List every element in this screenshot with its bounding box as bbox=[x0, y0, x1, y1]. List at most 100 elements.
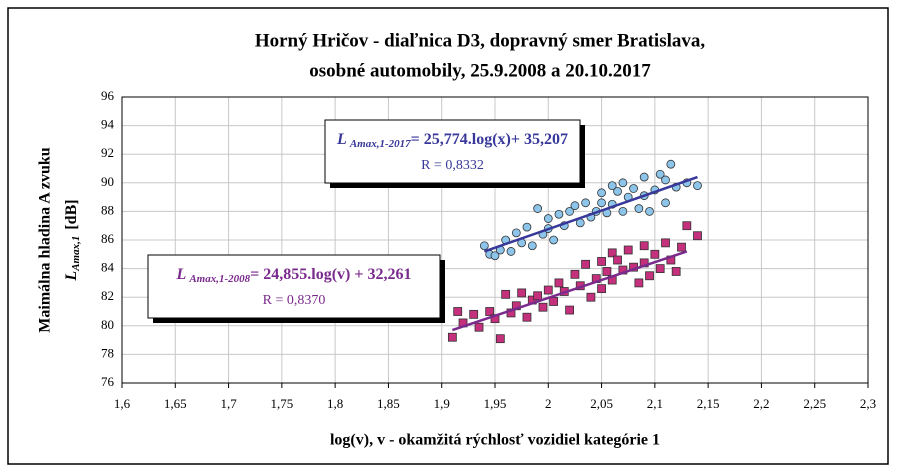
point bbox=[469, 309, 479, 319]
point bbox=[474, 322, 484, 332]
point bbox=[549, 235, 559, 245]
point bbox=[495, 334, 505, 344]
point bbox=[645, 271, 654, 281]
annotation-equation: L Amax,1-2008= 24,855.log(v) + 32,261 bbox=[176, 266, 412, 285]
point bbox=[581, 198, 590, 208]
point bbox=[522, 222, 532, 232]
x-tick-label: 2,1 bbox=[647, 396, 663, 411]
point bbox=[655, 169, 665, 179]
x-tick-label: 1,85 bbox=[377, 396, 400, 411]
point bbox=[607, 248, 617, 258]
point bbox=[517, 288, 527, 298]
annotation-equation: L Amax,1-2017= 25,774.log(x)+ 35,207 bbox=[336, 131, 568, 150]
y-tick-label: 76 bbox=[101, 374, 115, 389]
y-tick-label: 88 bbox=[101, 202, 114, 217]
x-tick-label: 1,75 bbox=[270, 396, 293, 411]
y-subscript: Amax,1 bbox=[70, 236, 82, 272]
point bbox=[581, 259, 590, 269]
point bbox=[655, 264, 665, 274]
x-tick-label: 2,25 bbox=[803, 396, 826, 411]
y-symbol: L bbox=[63, 271, 80, 282]
point bbox=[693, 181, 702, 191]
point bbox=[501, 289, 511, 299]
y-tick-label: 80 bbox=[101, 317, 114, 332]
point bbox=[645, 206, 654, 216]
plot-border bbox=[121, 96, 869, 384]
point bbox=[538, 302, 548, 312]
eq-symbol: L bbox=[336, 131, 347, 148]
point bbox=[554, 278, 564, 288]
y-tick-label: 84 bbox=[101, 260, 115, 275]
y-axis-label: Maimálna hladina A zvuku bbox=[37, 147, 54, 332]
point bbox=[511, 228, 521, 238]
y-unit: [dB] bbox=[63, 199, 80, 229]
y-axis-unit: LAmax,1 [dB] bbox=[63, 199, 82, 281]
point bbox=[682, 221, 692, 231]
eq-symbol: L bbox=[176, 266, 187, 283]
point bbox=[570, 201, 580, 211]
point bbox=[485, 307, 495, 316]
point bbox=[618, 206, 628, 216]
annotation-box bbox=[147, 254, 441, 319]
x-tick-label: 1,6 bbox=[114, 396, 131, 411]
x-tick-label: 1,7 bbox=[220, 396, 237, 411]
y-tick-label: 86 bbox=[101, 231, 115, 246]
chart-title: Horný Hričov - diaľnica D3, dopravný sme… bbox=[255, 30, 706, 51]
y-tick-label: 90 bbox=[101, 174, 114, 189]
x-tick-label: 1,95 bbox=[484, 396, 507, 411]
x-tick-label: 2,05 bbox=[590, 396, 613, 411]
point bbox=[506, 247, 516, 256]
point bbox=[639, 172, 649, 182]
x-tick-label: 2,3 bbox=[860, 396, 876, 411]
x-tick-label: 1,65 bbox=[164, 396, 187, 411]
eq-subscript: Amax,1-2008 bbox=[188, 273, 250, 285]
point bbox=[661, 198, 670, 208]
point bbox=[522, 312, 532, 322]
point bbox=[666, 159, 676, 169]
point bbox=[554, 209, 564, 219]
annotation-r: R = 0,8370 bbox=[263, 293, 326, 308]
point bbox=[661, 175, 670, 185]
point bbox=[543, 214, 553, 223]
point bbox=[677, 242, 686, 252]
x-tick-label: 2,2 bbox=[753, 396, 769, 411]
point bbox=[479, 241, 489, 251]
x-tick-label: 1,8 bbox=[327, 396, 343, 411]
point bbox=[565, 305, 574, 315]
point bbox=[613, 255, 622, 265]
point bbox=[650, 249, 660, 259]
point bbox=[565, 206, 574, 216]
point bbox=[607, 181, 617, 191]
point bbox=[533, 291, 543, 301]
eq-text: = 24,855.log(v) + 32,261 bbox=[250, 266, 411, 283]
eq-subscript: Amax,1-2017 bbox=[349, 138, 411, 150]
trendline bbox=[451, 250, 688, 332]
eq-text: = 25,774.log(x)+ 35,207 bbox=[411, 131, 568, 148]
x-axis-label: log(v), v - okamžitá rýchlosť vozidiel k… bbox=[330, 432, 660, 449]
point bbox=[671, 267, 681, 276]
point bbox=[618, 178, 628, 188]
point bbox=[661, 238, 670, 248]
point bbox=[629, 184, 638, 193]
y-tick-label: 78 bbox=[101, 345, 114, 360]
annotation-r: R = 0,8332 bbox=[421, 158, 484, 173]
point bbox=[549, 297, 559, 306]
point bbox=[634, 204, 644, 213]
point bbox=[527, 241, 537, 251]
chart-title: osobné automobily, 25.9.2008 a 20.10.201… bbox=[309, 60, 651, 81]
point bbox=[639, 241, 649, 251]
x-tick-label: 2,15 bbox=[697, 396, 720, 411]
y-tick-label: 92 bbox=[101, 145, 114, 160]
point bbox=[543, 285, 553, 295]
point bbox=[693, 231, 702, 241]
point bbox=[602, 267, 612, 276]
point bbox=[597, 188, 606, 198]
point bbox=[597, 257, 606, 266]
y-tick-label: 82 bbox=[101, 288, 114, 303]
point bbox=[623, 245, 633, 255]
point bbox=[447, 332, 457, 342]
y-tick-label: 94 bbox=[101, 117, 115, 132]
trendline bbox=[483, 175, 698, 253]
point bbox=[533, 204, 543, 213]
